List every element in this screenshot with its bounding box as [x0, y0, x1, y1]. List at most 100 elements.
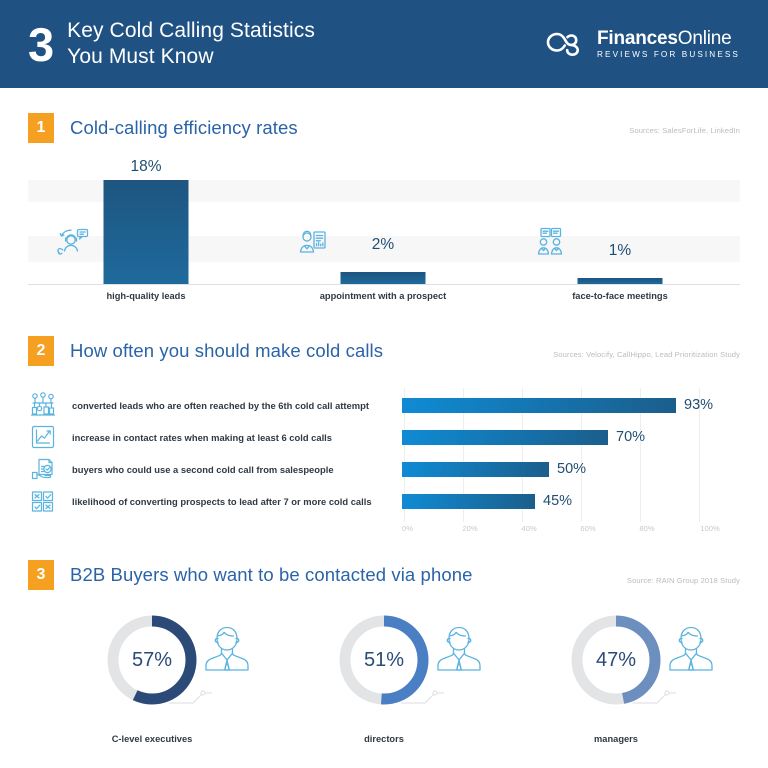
bar-row-3: likelihood of converting prospects to le… [28, 486, 740, 516]
xtick-1: 20% [462, 524, 478, 533]
column-2-label: face-to-face meetings [572, 291, 668, 301]
gridline-80 [640, 388, 641, 522]
donut-2-value: 47% [595, 648, 637, 671]
donut-group-2: 47% managers [540, 612, 768, 744]
section-3-sources: Source: RAIN Group 2018 Study [626, 576, 740, 585]
brand-logo[interactable]: FinancesOnline REVIEWS FOR BUSINESS [544, 27, 740, 59]
bar-row-1-value: 70% [616, 429, 646, 445]
hand-document-icon [28, 456, 58, 482]
column-2-bar [577, 278, 663, 284]
page-title-line2: You Must Know [67, 45, 214, 68]
section-2-gridlines: 0% 20% 40% 60% 80% 100% [0, 388, 768, 533]
business-person-icon-0 [198, 620, 256, 683]
business-person-icon-2 [662, 620, 720, 683]
bar-row-3-bar [402, 494, 535, 509]
column-2-value: 1% [608, 242, 632, 259]
donut-0-value: 57% [131, 648, 173, 671]
column-2: 1% [502, 180, 740, 284]
leader-line-1 [401, 690, 444, 704]
bar-row-0-bar [402, 398, 676, 413]
column-0-bar [103, 180, 189, 284]
column-0-value: 18% [130, 158, 162, 175]
section-3-title: B2B Buyers who want to be contacted via … [70, 564, 473, 585]
donut-2-label: managers [594, 734, 638, 744]
donut-2-arc [571, 615, 661, 705]
donut-0-label: C-level executives [111, 734, 193, 744]
section-2-title: How often you should make cold calls [70, 340, 384, 361]
bar-row-3-label: likelihood of converting prospects to le… [72, 495, 372, 507]
leader-line-2 [633, 690, 676, 704]
gridline-40 [522, 388, 523, 522]
column-1-bar [340, 272, 426, 284]
column-0: 18% [28, 158, 265, 284]
gridline-100 [699, 388, 700, 522]
brand-logo-text: FinancesOnline REVIEWS FOR BUSINESS [597, 27, 740, 59]
xtick-4: 80% [639, 524, 655, 533]
xtick-5: 100% [700, 524, 720, 533]
cloud-infinity-logo-icon [546, 32, 580, 57]
column-1-label: appointment with a prospect [319, 291, 447, 301]
bar-row-0-value: 93% [684, 397, 714, 413]
donut-1-value: 51% [363, 648, 405, 671]
donut-1-label: directors [364, 734, 404, 744]
section-1-title: Cold-calling efficiency rates [70, 117, 298, 138]
headset-chat-icon [56, 227, 90, 264]
bar-row-2: buyers who could use a second cold call … [28, 454, 740, 484]
donut-chart-2: 47% [568, 612, 664, 708]
section-1-sources: Sources: SalesForLife, LinkedIn [629, 126, 740, 135]
business-person-icon-1 [430, 620, 488, 683]
gridline-0 [404, 388, 405, 522]
section-1-header: 1 Cold-calling efficiency rates [28, 113, 298, 143]
header-title-group: 3 Key Cold Calling Statistics You Must K… [28, 18, 315, 70]
section-3-number: 3 [28, 560, 54, 590]
section-2-header: 2 How often you should make cold calls [28, 336, 383, 366]
section-2-number: 2 [28, 336, 54, 366]
donut-chart-0: 57% [104, 612, 200, 708]
section-3-header: 3 B2B Buyers who want to be contacted vi… [28, 560, 473, 590]
chart-band-top [28, 180, 740, 202]
brand-name-light: Online [677, 27, 732, 49]
bar-row-0-label: converted leads who are often reached by… [72, 399, 369, 411]
two-people-meeting-icon [532, 226, 568, 263]
donut-1-arc [339, 615, 429, 705]
brand-name-bold: Finances [597, 27, 678, 49]
page-header: 3 Key Cold Calling Statistics You Must K… [0, 0, 768, 88]
bar-row-3-value: 45% [543, 493, 573, 509]
column-1-value: 2% [371, 236, 395, 253]
bar-row-1-bar [402, 430, 608, 445]
line-chart-frame-icon [28, 424, 58, 450]
xtick-2: 40% [521, 524, 537, 533]
bar-row-1-track: 70% [402, 422, 740, 452]
brand-name: FinancesOnline [597, 27, 732, 49]
page-title-line1: Key Cold Calling Statistics [67, 19, 315, 43]
section-1-chart: 18% 2% [28, 158, 740, 284]
bar-row-3-track: 45% [402, 486, 740, 516]
donut-chart-1: 51% [336, 612, 432, 708]
donut-group-0: 57% C-level executives [76, 612, 332, 744]
donut-0-arc [107, 615, 197, 705]
bar-row-2-label: buyers who could use a second cold call … [72, 463, 334, 475]
network-nodes-icon [28, 392, 58, 418]
section-1-number: 1 [28, 113, 54, 143]
leader-line-0 [169, 690, 212, 704]
gridline-60 [581, 388, 582, 522]
checkbox-grid-icon [28, 488, 58, 514]
bar-row-1-label: increase in contact rates when making at… [72, 431, 333, 443]
bar-row-1: increase in contact rates when making at… [28, 422, 740, 452]
xtick-3: 60% [580, 524, 596, 533]
section-2-sources: Sources: Velocify, CallHippo, Lead Prior… [553, 350, 740, 359]
bar-row-0-track: 93% [402, 390, 740, 420]
prospect-appointment-icon [295, 226, 329, 263]
bar-row-2-bar [402, 462, 549, 477]
xtick-0: 0% [402, 524, 413, 533]
donut-group-1: 51% directors [308, 612, 564, 744]
header-big-number: 3 [28, 17, 54, 71]
bar-row-2-track: 50% [402, 454, 740, 484]
gridline-20 [463, 388, 464, 522]
column-0-label: high-quality leads [106, 291, 186, 301]
column-1: 2% [265, 180, 502, 284]
bar-row-2-value: 50% [557, 461, 587, 477]
page-title: Key Cold Calling Statistics You Must Kno… [67, 18, 315, 70]
bar-row-0: converted leads who are often reached by… [28, 390, 740, 420]
